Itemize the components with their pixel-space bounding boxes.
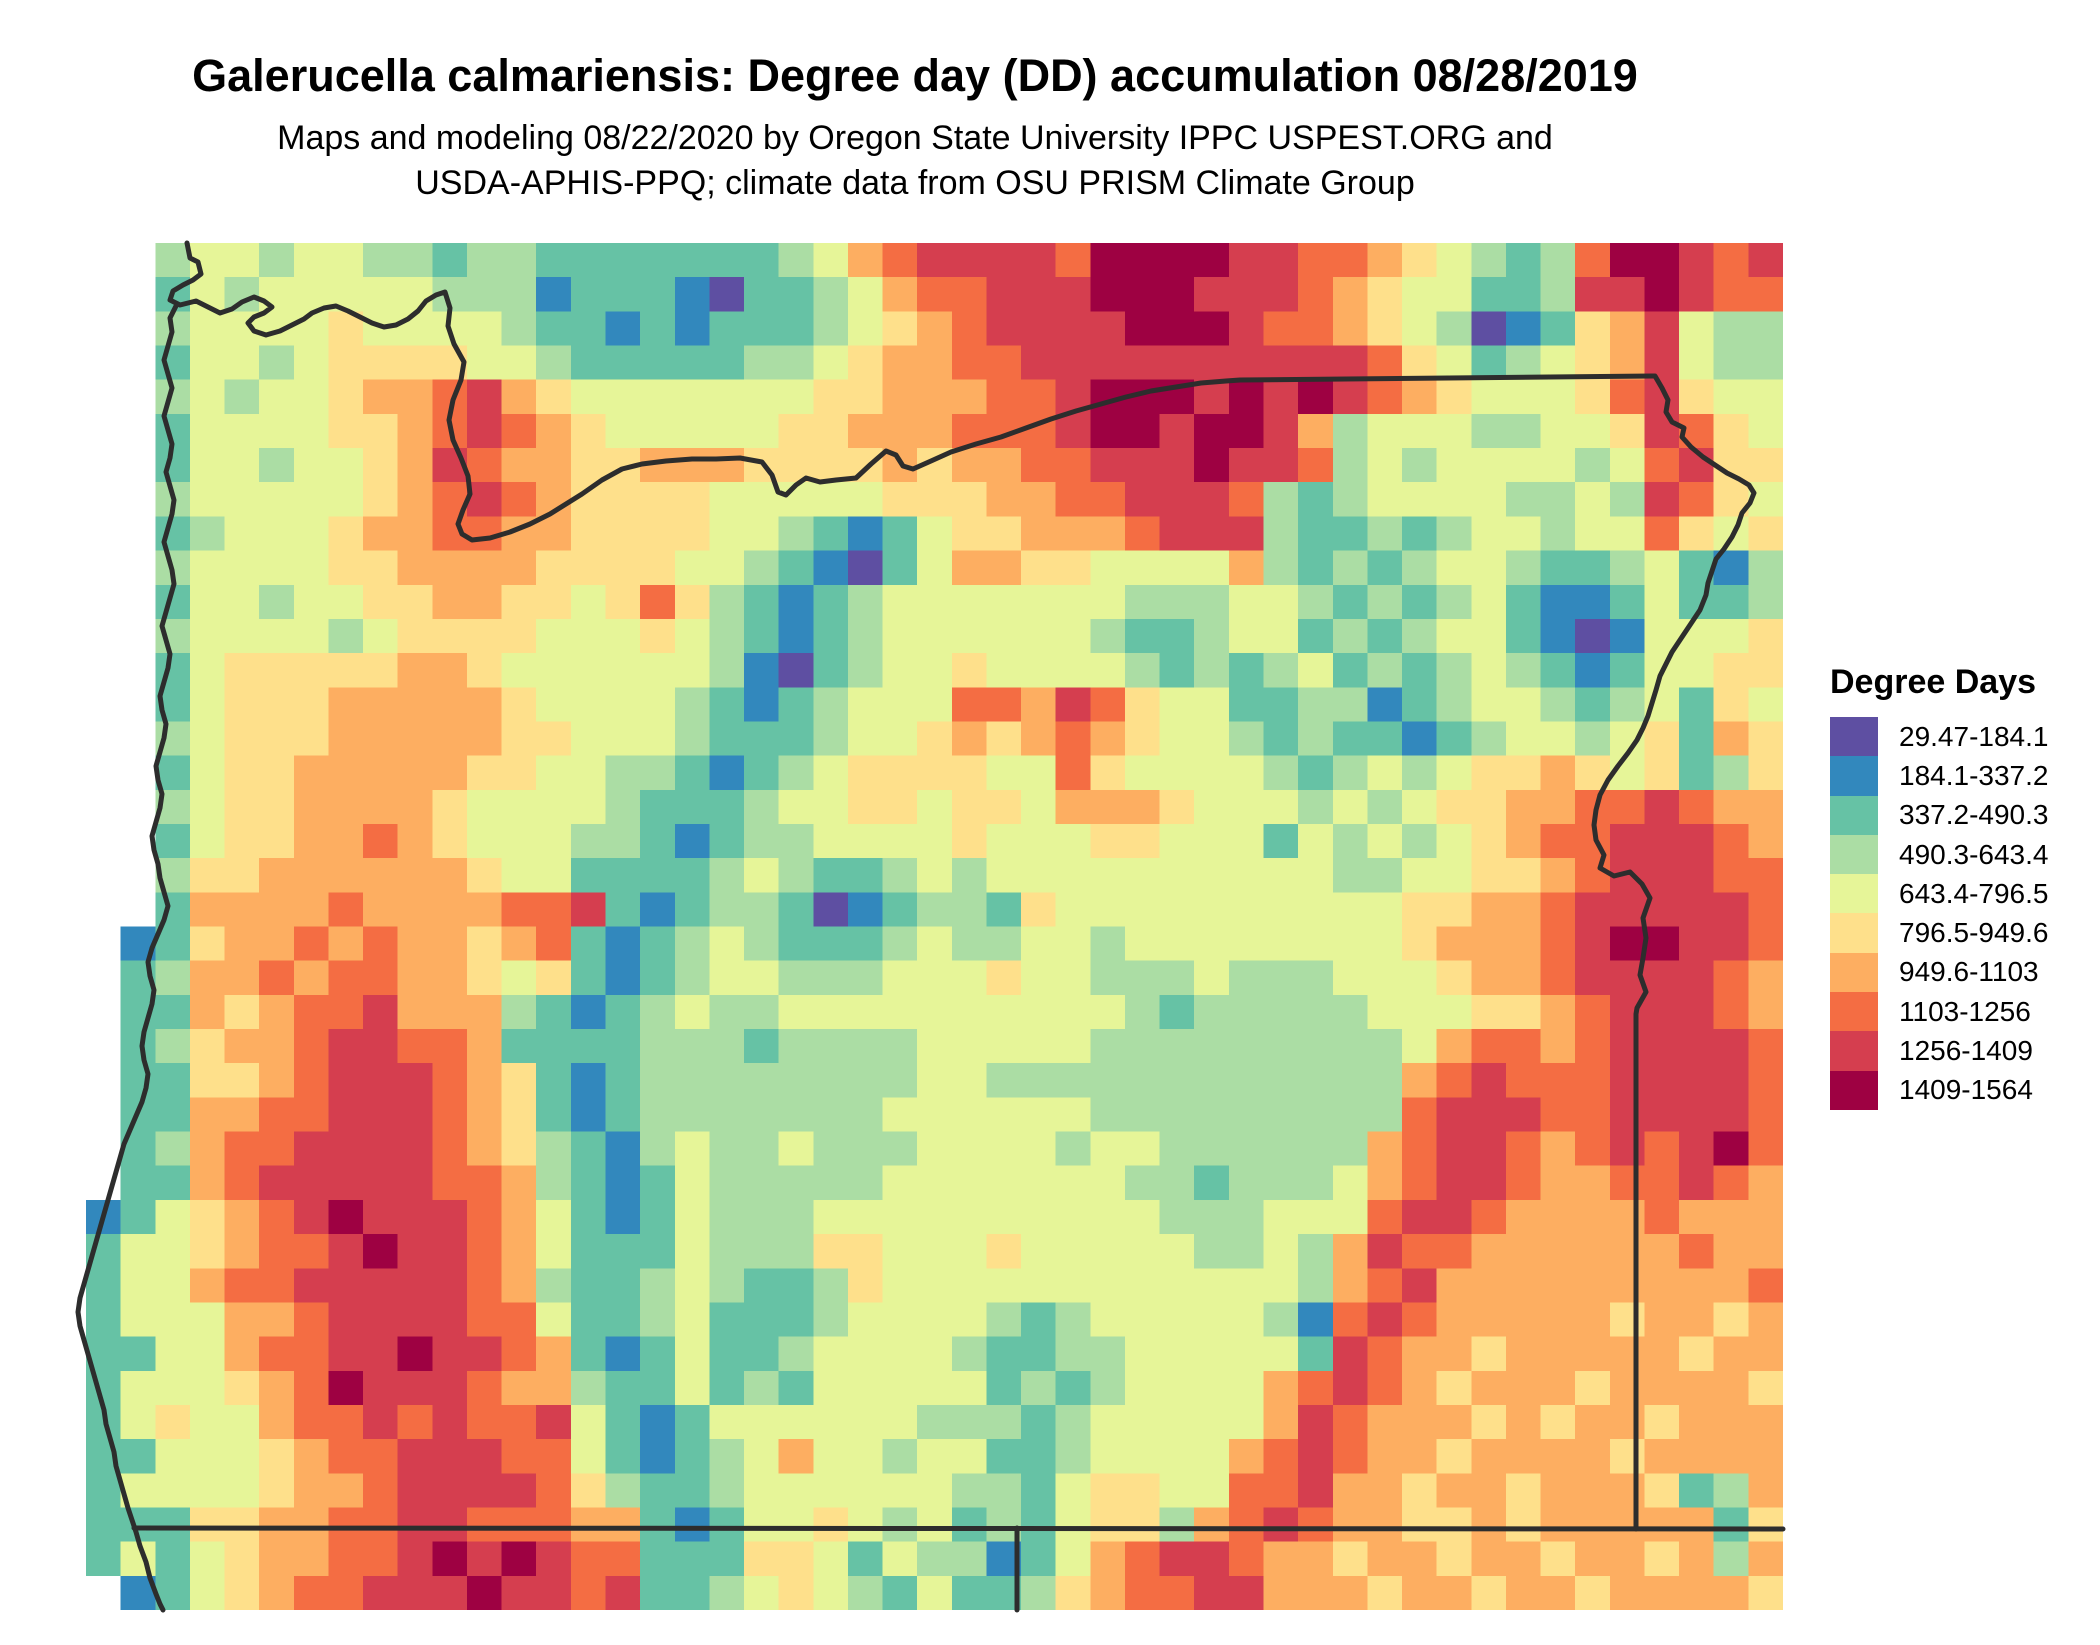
legend-swatch	[1830, 1070, 1878, 1110]
legend-swatch	[1830, 1031, 1878, 1071]
figure-header: Galerucella calmariensis: Degree day (DD…	[0, 0, 1830, 206]
legend-entry: 1409-1564	[1830, 1070, 2048, 1110]
legend-label: 949.6-1103	[1899, 956, 2039, 988]
legend-swatch	[1830, 913, 1878, 953]
degree-day-raster-map	[86, 243, 1783, 1610]
legend-swatch	[1830, 992, 1878, 1032]
subtitle-line-2: USDA-APHIS-PPQ; climate data from OSU PR…	[415, 164, 1415, 202]
legend-entry: 1256-1409	[1830, 1031, 2048, 1071]
figure-subtitle: Maps and modeling 08/22/2020 by Oregon S…	[0, 116, 1830, 206]
legend-rows: 29.47-184.1 184.1-337.2 337.2-490.3 490.3-6…	[1830, 717, 2048, 1110]
legend-entry: 490.3-643.4	[1830, 834, 2049, 875]
legend-label: 643.4-796.5	[1899, 877, 2049, 909]
subtitle-line-1: Maps and modeling 08/22/2020 by Oregon S…	[277, 119, 1553, 157]
legend-entry: 949.6-1103	[1830, 952, 2048, 993]
legend-label: 1256-1409	[1899, 1035, 2033, 1067]
legend-label: 1409-1564	[1899, 1074, 2033, 1106]
legend-swatch	[1830, 874, 1878, 914]
legend-label: 184.1-337.2	[1899, 759, 2049, 791]
legend-swatch	[1830, 834, 1878, 875]
legend-entry: 643.4-796.5	[1830, 874, 2049, 914]
legend-entry: 29.47-184.1	[1830, 717, 2049, 757]
legend: Degree Days 29.47-184.1 184.1-337.2 337.2-…	[1830, 663, 2048, 1110]
legend-title: Degree Days	[1830, 663, 2037, 701]
legend-entry: 337.2-490.3	[1830, 795, 2049, 835]
legend-swatch	[1830, 952, 1878, 993]
legend-label: 1103-1256	[1899, 995, 2031, 1027]
legend-swatch	[1830, 795, 1878, 835]
legend-label: 29.47-184.1	[1899, 720, 2049, 752]
legend-entry: 796.5-949.6	[1830, 913, 2049, 953]
legend-entry: 184.1-337.2	[1830, 756, 2049, 796]
legend-label: 337.2-490.3	[1899, 799, 2049, 831]
legend-swatch	[1830, 717, 1878, 757]
legend-label: 490.3-643.4	[1899, 838, 2049, 870]
figure-title: Galerucella calmariensis: Degree day (DD…	[192, 50, 1638, 101]
legend-label: 796.5-949.6	[1899, 917, 2049, 949]
legend-entry: 1103-1256	[1830, 992, 2048, 1032]
legend-swatch	[1830, 756, 1878, 796]
